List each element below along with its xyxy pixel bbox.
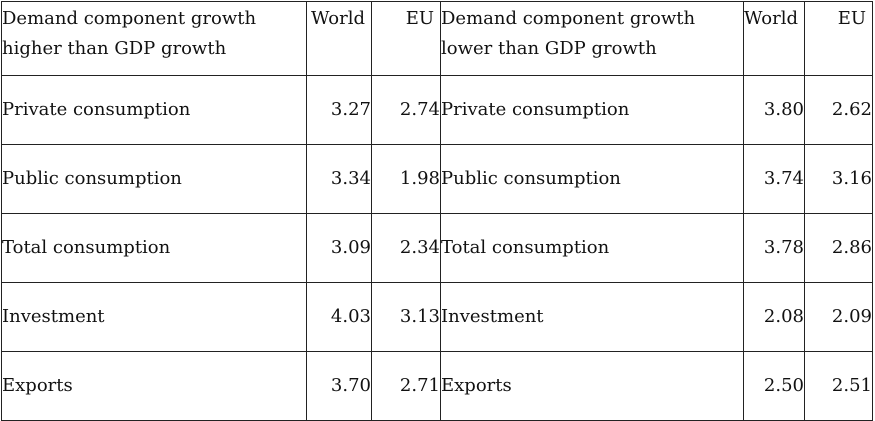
header-title-line: Demand component growth <box>2 8 257 29</box>
left-component-label: Private consumption <box>1 75 307 145</box>
left-component-label: Investment <box>1 282 307 352</box>
header-title-line: Demand component growth <box>441 8 696 29</box>
right-world-value: 3.74 <box>743 144 805 214</box>
right-world-value: 2.08 <box>743 282 805 352</box>
left-world-value: 3.09 <box>306 213 372 283</box>
header-title-line: higher than GDP growth <box>2 38 227 59</box>
left-world-value: 3.34 <box>306 144 372 214</box>
table-row: Private consumption 3.27 2.74 Private co… <box>1 75 873 145</box>
right-component-label: Public consumption <box>440 144 744 214</box>
right-world-value: 3.78 <box>743 213 805 283</box>
left-eu-value: 1.98 <box>371 144 441 214</box>
right-eu-value: 2.62 <box>804 75 873 145</box>
header-higher-than-gdp: Demand component growth higher than GDP … <box>1 1 307 76</box>
table-row: Public consumption 3.34 1.98 Public cons… <box>1 144 873 214</box>
left-world-value: 3.70 <box>306 351 372 421</box>
header-eu-right: EU <box>804 1 873 76</box>
left-world-value: 3.27 <box>306 75 372 145</box>
left-component-label: Public consumption <box>1 144 307 214</box>
right-eu-value: 2.51 <box>804 351 873 421</box>
header-world-right: World <box>743 1 805 76</box>
right-eu-value: 2.86 <box>804 213 873 283</box>
right-eu-value: 2.09 <box>804 282 873 352</box>
table-row: Investment 4.03 3.13 Investment 2.08 2.0… <box>1 282 873 352</box>
right-component-label: Exports <box>440 351 744 421</box>
left-component-label: Exports <box>1 351 307 421</box>
left-world-value: 4.03 <box>306 282 372 352</box>
header-world-left: World <box>306 1 372 76</box>
right-component-label: Total consumption <box>440 213 744 283</box>
left-eu-value: 3.13 <box>371 282 441 352</box>
left-eu-value: 2.71 <box>371 351 441 421</box>
header-row: Demand component growth higher than GDP … <box>1 1 873 76</box>
table-row: Exports 3.70 2.71 Exports 2.50 2.51 <box>1 351 873 421</box>
header-title-line: lower than GDP growth <box>441 38 657 59</box>
left-component-label: Total consumption <box>1 213 307 283</box>
right-component-label: Investment <box>440 282 744 352</box>
header-eu-left: EU <box>371 1 441 76</box>
left-eu-value: 2.34 <box>371 213 441 283</box>
left-eu-value: 2.74 <box>371 75 441 145</box>
header-lower-than-gdp: Demand component growth lower than GDP g… <box>440 1 744 76</box>
right-eu-value: 3.16 <box>804 144 873 214</box>
right-world-value: 2.50 <box>743 351 805 421</box>
right-component-label: Private consumption <box>440 75 744 145</box>
right-world-value: 3.80 <box>743 75 805 145</box>
table-row: Total consumption 3.09 2.34 Total consum… <box>1 213 873 283</box>
